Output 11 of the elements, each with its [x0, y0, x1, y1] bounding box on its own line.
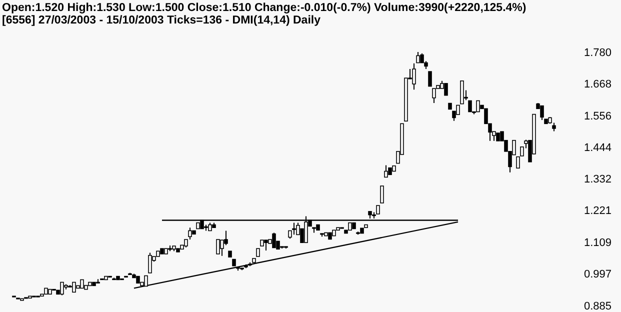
y-tick-label: 1.556: [584, 110, 612, 122]
y-tick-label: 1.221: [584, 205, 612, 218]
y-tick-label: 1.444: [584, 142, 612, 154]
y-tick-label: 1.668: [584, 78, 612, 91]
y-tick-label: 1.780: [584, 46, 612, 59]
y-tick-label: 1.109: [584, 236, 612, 249]
y-tick-label: 1.332: [584, 174, 612, 186]
y-tick-label: 0.997: [584, 268, 612, 281]
chart-subtitle: [6556] 27/03/2003 - 15/10/2003 Ticks=136 - DMI(14,14) Daily: [2, 14, 322, 26]
chart-title: Open:1.520 High:1.530 Low:1.500 Close:1.510 Change:-0.010(-0.7%) Volume:3990(+2220,125.4%): [2, 2, 526, 14]
y-tick-label: 0.885: [584, 300, 612, 312]
